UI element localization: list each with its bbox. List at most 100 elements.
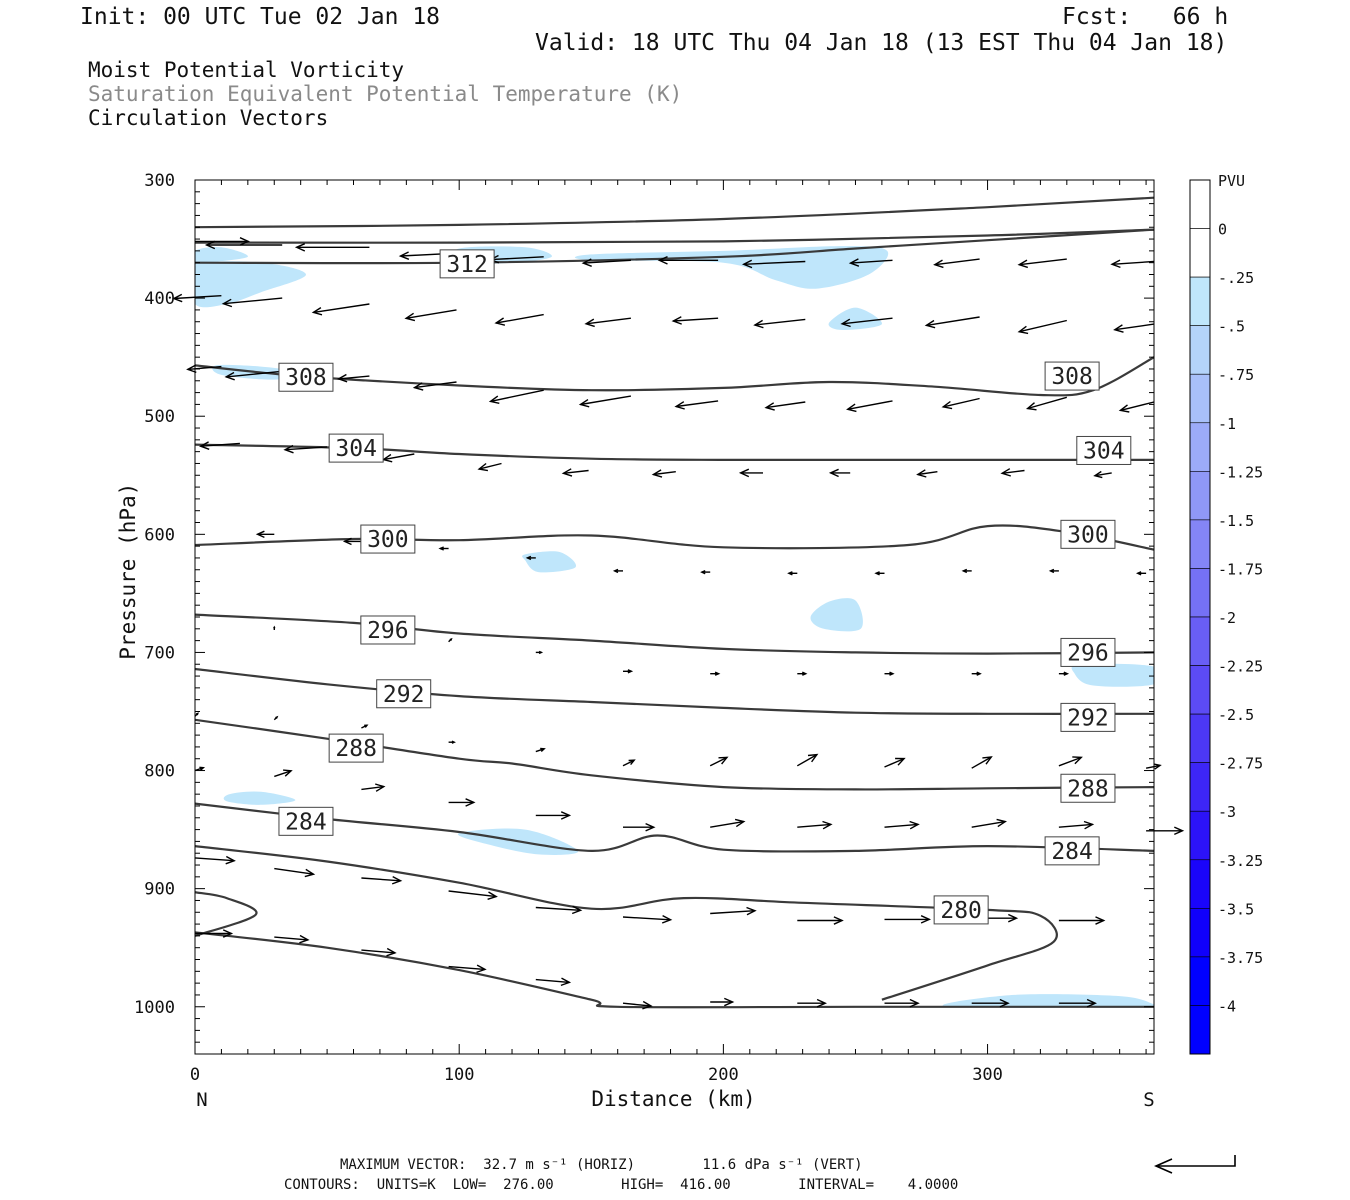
contour-label-text: 296 (367, 618, 409, 644)
contour-label-box (1044, 836, 1100, 866)
contour-label-box (328, 433, 384, 463)
contour-label-box (933, 895, 989, 925)
circulation-vector (294, 243, 370, 252)
circulation-vector (916, 469, 938, 478)
circulation-vector (477, 462, 502, 472)
colorbar-tick-label: -3.25 (1218, 852, 1263, 870)
vector-head (1118, 404, 1130, 413)
circulation-vector (623, 669, 634, 674)
circulation-vector (221, 297, 283, 308)
vector-shaft (842, 317, 893, 325)
vector-shaft (1145, 764, 1161, 769)
circulation-vector (561, 468, 589, 477)
vector-head (476, 964, 487, 974)
vector-head (612, 568, 619, 574)
vector-shaft (673, 317, 719, 322)
circulation-vector (848, 258, 893, 267)
contour-label-text: 304 (1083, 438, 1125, 464)
pv-region-4 (574, 246, 889, 289)
colorbar-segment (1189, 373, 1211, 424)
circulation-vector (738, 468, 763, 478)
contour-label-280: 280 (933, 895, 989, 925)
theta-contour-300 (195, 524, 1154, 551)
circulation-vector (283, 444, 328, 454)
vector-shaft (490, 389, 544, 403)
contour-label-box (278, 806, 334, 836)
y-tick-label: 300 (144, 171, 175, 191)
vector-head (657, 255, 668, 265)
circulation-vector (933, 258, 980, 269)
circulation-vector (578, 395, 632, 408)
vector-shaft (710, 910, 756, 915)
circulation-vector (273, 715, 279, 721)
south-end-label: S (1143, 1089, 1154, 1111)
x-tick-label: 0 (190, 1065, 200, 1085)
contour-label-text: 296 (1067, 640, 1109, 666)
circulation-vector (1025, 396, 1067, 411)
contour-label-box (278, 362, 334, 392)
vector-shaft (1111, 260, 1155, 265)
vector-head (1083, 820, 1095, 830)
circulation-vector (311, 303, 370, 316)
vector-head (941, 400, 953, 410)
circulation-vector (404, 309, 457, 322)
circulation-vectors (172, 237, 1185, 1010)
vector-head (172, 293, 183, 303)
vector-shaft (535, 978, 570, 984)
colorbar-tick-label: -1.25 (1218, 463, 1263, 481)
colorbar-tick-label: 0 (1218, 221, 1227, 239)
circulation-vector (1058, 820, 1095, 830)
vector-head (199, 766, 206, 771)
y-axis-title: Pressure (hPa) (116, 483, 140, 660)
circulation-vector (710, 997, 735, 1007)
contour-label-304: 304 (328, 433, 384, 463)
plot-axes: 300 400 500 600 700 800 900 1000 0 100 200 300 Dista… (116, 171, 1155, 1111)
contour-info-note: CONTOURS: UNITS=K LOW= 276.00 HIGH= 416.… (284, 1177, 959, 1193)
vector-shaft (754, 318, 806, 326)
vector-shaft (943, 397, 980, 408)
contour-label-288: 288 (328, 733, 384, 763)
vector-shaft (535, 906, 581, 911)
vector-shaft (448, 890, 497, 898)
circulation-vector (753, 318, 806, 329)
vector-head (833, 916, 844, 925)
circulation-vector (1110, 259, 1155, 269)
circulation-vector (797, 820, 833, 830)
vector-head (342, 537, 352, 546)
reference-vector-shaft (1156, 1155, 1236, 1167)
vector-shaft (884, 757, 905, 768)
vector-shaft (194, 857, 235, 862)
vector-head (674, 401, 685, 410)
vector-shaft (361, 785, 384, 791)
vector-shaft (743, 260, 806, 265)
vector-shaft (622, 916, 671, 921)
vector-shaft (709, 756, 728, 767)
vector-head (714, 671, 721, 676)
pv-region-12 (942, 994, 1154, 1008)
circulation-vector (274, 867, 316, 878)
vector-head (718, 756, 729, 765)
vector-head (404, 312, 416, 322)
colorbar-segment (1189, 859, 1211, 909)
field-title-vectors: Circulation Vectors (88, 106, 329, 130)
circulation-vector (535, 977, 572, 987)
circulation-vector (194, 766, 206, 772)
circulation-vector (971, 998, 1010, 1008)
vector-shaft (1058, 823, 1093, 828)
vector-head (764, 402, 775, 411)
vector-head (525, 555, 532, 561)
circulation-vector (194, 855, 236, 865)
contour-label-box (439, 249, 495, 279)
vector-shaft (1019, 258, 1067, 266)
vector-shaft (285, 446, 328, 451)
circulation-vector (1093, 470, 1112, 479)
pv-region-5 (828, 307, 883, 331)
circulation-vector (535, 650, 544, 655)
circulation-vector (1048, 568, 1059, 574)
vector-shaft (338, 375, 370, 380)
circulation-vector (884, 998, 920, 1008)
circulation-vector (651, 469, 676, 478)
vector-head (999, 998, 1010, 1008)
vector-shaft (274, 867, 314, 875)
circulation-vector (195, 237, 250, 246)
